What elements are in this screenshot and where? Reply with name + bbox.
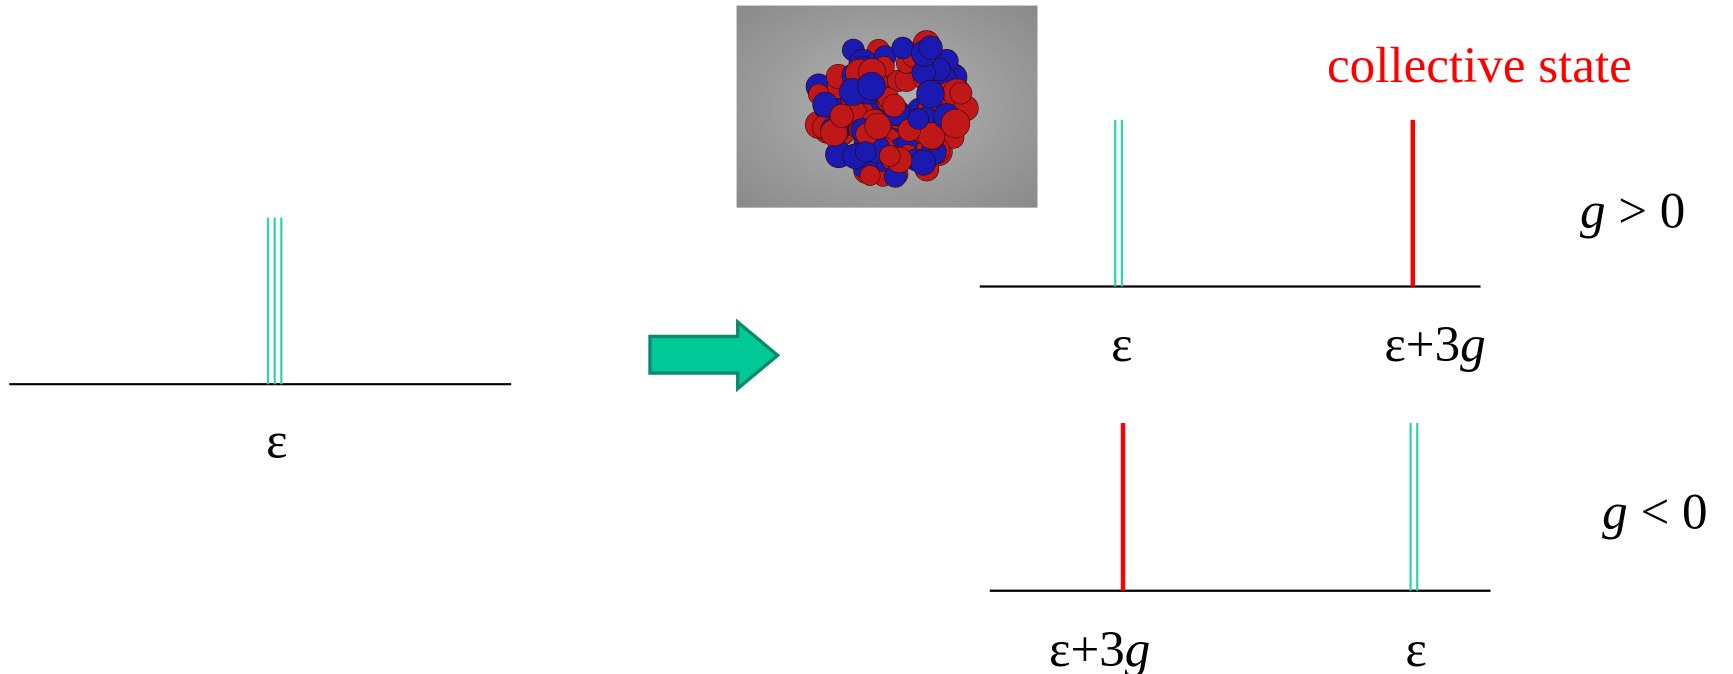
level-label: ε [1111, 316, 1132, 373]
nucleon [891, 36, 914, 60]
nucleon [940, 108, 971, 139]
nucleon [864, 112, 892, 140]
label-variable: g [1125, 621, 1151, 674]
level-label: ε+3g [1049, 621, 1150, 674]
nucleus-image [736, 5, 1038, 208]
level-label: ε [266, 412, 287, 469]
variable: g [1602, 484, 1628, 541]
level-label: ε+3g [1384, 316, 1485, 373]
nucleon [829, 103, 854, 128]
nucleon [857, 71, 886, 101]
level-label: ε [1405, 621, 1426, 674]
levels [1409, 423, 1419, 591]
variable: g [1580, 183, 1606, 240]
nucleon [879, 145, 901, 167]
condition: g > 0 [1580, 183, 1685, 240]
label-variable: g [1460, 316, 1486, 373]
nucleon [918, 35, 943, 60]
nucleon [882, 93, 906, 118]
nucleon [859, 165, 881, 186]
nucleon [916, 80, 945, 109]
arrow [648, 318, 781, 393]
label-text: ε+3 [1384, 316, 1460, 373]
degenerate-levels [266, 217, 283, 385]
nucleon [854, 141, 877, 163]
nucleon [949, 81, 973, 105]
relation: < 0 [1628, 484, 1708, 541]
levels [1114, 119, 1123, 287]
relation: > 0 [1605, 183, 1685, 240]
condition: g < 0 [1602, 484, 1707, 541]
label-text: ε+3 [1049, 621, 1125, 674]
nucleon [910, 149, 937, 176]
nucleon [907, 108, 930, 130]
annotation: collective state [1327, 37, 1632, 94]
